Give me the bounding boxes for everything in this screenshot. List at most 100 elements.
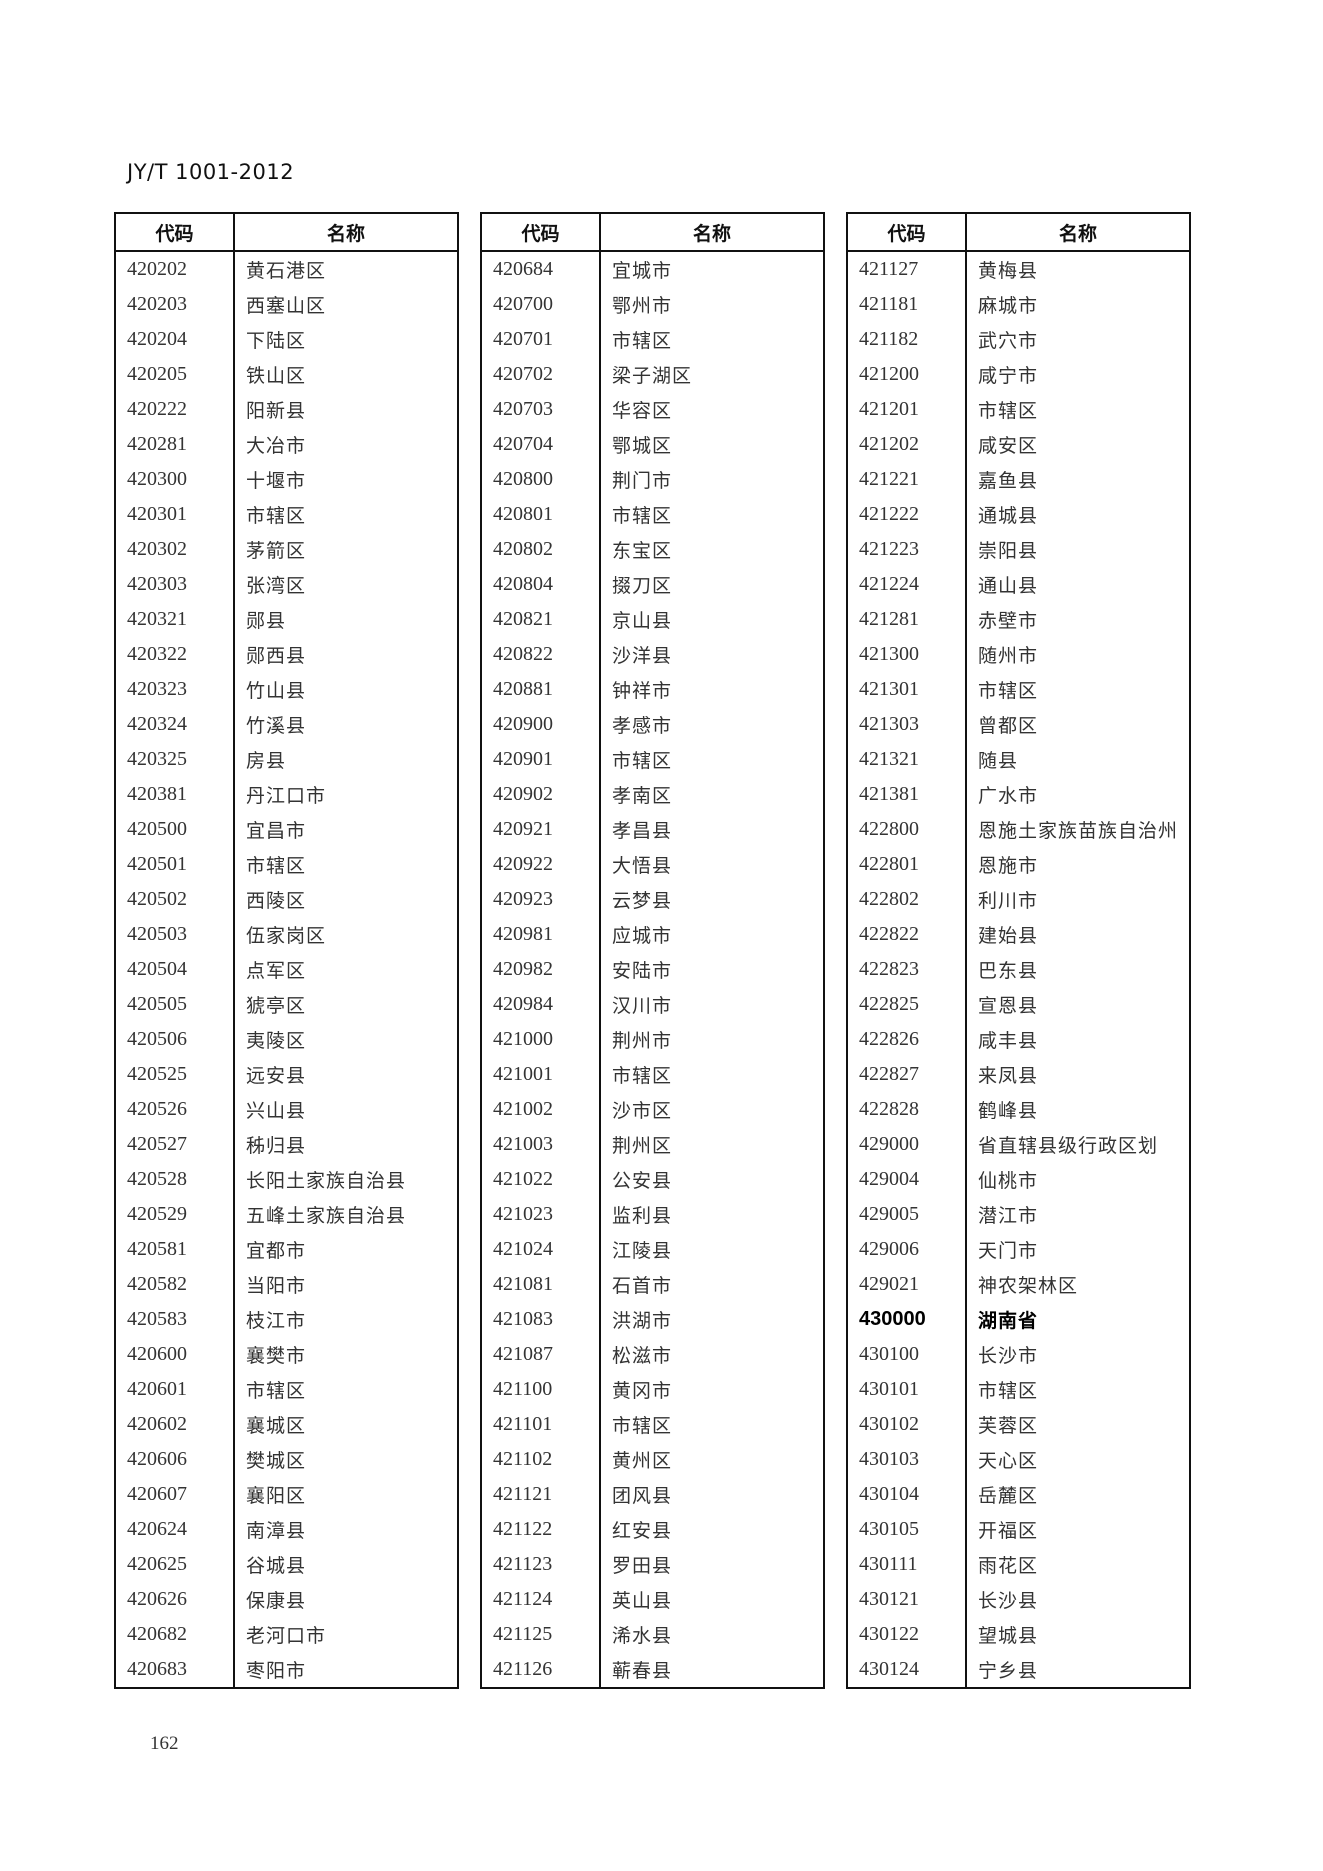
table-row: 421223 崇阳县 [848, 532, 1189, 567]
region-name: 石首市 [612, 1275, 673, 1297]
region-code: 430104 [848, 1477, 967, 1512]
table-row: 420802 东宝区 [482, 532, 823, 567]
region-name: 枝江市 [246, 1310, 307, 1332]
table-row: 420822 沙洋县 [482, 637, 823, 672]
region-name: 秭归县 [246, 1135, 307, 1157]
region-name: 老河口市 [246, 1625, 327, 1647]
region-name: 市辖区 [612, 1415, 673, 1437]
table-row: 430100 长沙市 [848, 1337, 1189, 1372]
region-code: 420581 [116, 1232, 235, 1267]
table-row: 421081 石首市 [482, 1267, 823, 1302]
region-code: 421223 [848, 532, 967, 567]
region-code: 421221 [848, 462, 967, 497]
region-name: 团风县 [612, 1485, 673, 1507]
region-name: 湖南省 [978, 1310, 1039, 1332]
region-code: 420600 [116, 1337, 235, 1372]
region-name: 市辖区 [246, 1380, 307, 1402]
table-row: 421123 罗田县 [482, 1547, 823, 1582]
region-code: 420984 [482, 987, 601, 1022]
region-code: 421001 [482, 1057, 601, 1092]
table-row: 420821 京山县 [482, 602, 823, 637]
region-code: 420602 [116, 1407, 235, 1442]
region-code: 422822 [848, 917, 967, 952]
table-row: 430104 岳麓区 [848, 1477, 1189, 1512]
table-row: 420525 远安县 [116, 1057, 457, 1092]
region-code: 421081 [482, 1267, 601, 1302]
region-code: 421301 [848, 672, 967, 707]
table-row: 430000 湖南省 [848, 1302, 1189, 1337]
region-name: 襄阳区 [246, 1485, 307, 1507]
region-name: 建始县 [978, 925, 1039, 947]
region-code: 420601 [116, 1372, 235, 1407]
table-row: 421281 赤壁市 [848, 602, 1189, 637]
region-name: 兴山县 [246, 1100, 307, 1122]
region-name: 鹤峰县 [978, 1100, 1039, 1122]
region-code: 420922 [482, 847, 601, 882]
region-code: 420921 [482, 812, 601, 847]
region-name: 来凤县 [978, 1065, 1039, 1087]
region-name: 沙洋县 [612, 645, 673, 667]
region-name: 孝感市 [612, 715, 673, 737]
table-row: 420684 宜城市 [482, 251, 823, 287]
region-code: 420203 [116, 287, 235, 322]
region-code: 420583 [116, 1302, 235, 1337]
region-code: 429021 [848, 1267, 967, 1302]
table-row: 421101 市辖区 [482, 1407, 823, 1442]
region-code: 430124 [848, 1652, 967, 1687]
region-code: 421126 [482, 1652, 601, 1687]
region-name: 东宝区 [612, 540, 673, 562]
region-code: 430105 [848, 1512, 967, 1547]
region-code: 420525 [116, 1057, 235, 1092]
region-name: 市辖区 [246, 505, 307, 527]
region-name: 市辖区 [978, 400, 1039, 422]
region-name: 仙桃市 [978, 1170, 1039, 1192]
region-code: 421102 [482, 1442, 601, 1477]
table-row: 420529 五峰土家族自治县 [116, 1197, 457, 1232]
region-name: 鄂城区 [612, 435, 673, 457]
region-code: 420300 [116, 462, 235, 497]
region-code: 420526 [116, 1092, 235, 1127]
region-name: 市辖区 [612, 1065, 673, 1087]
region-code: 421000 [482, 1022, 601, 1057]
table-row: 421087 松滋市 [482, 1337, 823, 1372]
table-row: 420205 铁山区 [116, 357, 457, 392]
region-code: 420506 [116, 1022, 235, 1057]
region-name: 咸丰县 [978, 1030, 1039, 1052]
table-row: 429000 省直辖县级行政区划 [848, 1127, 1189, 1162]
region-name: 红安县 [612, 1520, 673, 1542]
region-code: 420222 [116, 392, 235, 427]
region-code: 420325 [116, 742, 235, 777]
region-code: 430100 [848, 1337, 967, 1372]
region-code: 421202 [848, 427, 967, 462]
region-code: 420981 [482, 917, 601, 952]
region-name: 宜昌市 [246, 820, 307, 842]
region-code: 420381 [116, 777, 235, 812]
region-code: 422802 [848, 882, 967, 917]
region-code: 420703 [482, 392, 601, 427]
region-code: 420527 [116, 1127, 235, 1162]
region-code: 421083 [482, 1302, 601, 1337]
region-code: 420704 [482, 427, 601, 462]
table-row: 421023 监利县 [482, 1197, 823, 1232]
region-name: 市辖区 [978, 1380, 1039, 1402]
table-row: 420602 襄城区 [116, 1407, 457, 1442]
region-name: 十堰市 [246, 470, 307, 492]
region-name: 黄梅县 [978, 260, 1039, 282]
region-code: 421024 [482, 1232, 601, 1267]
region-code: 420900 [482, 707, 601, 742]
region-code: 420700 [482, 287, 601, 322]
region-code: 421101 [482, 1407, 601, 1442]
region-code: 421281 [848, 602, 967, 637]
region-code: 421002 [482, 1092, 601, 1127]
region-name: 大冶市 [246, 435, 307, 457]
region-code: 420501 [116, 847, 235, 882]
table-row: 420626 保康县 [116, 1582, 457, 1617]
region-code: 421321 [848, 742, 967, 777]
region-name: 保康县 [246, 1590, 307, 1612]
page-number: 162 [150, 1733, 179, 1754]
region-code: 421023 [482, 1197, 601, 1232]
region-name: 当阳市 [246, 1275, 307, 1297]
region-name: 蕲春县 [612, 1660, 673, 1682]
region-name: 长阳土家族自治县 [246, 1170, 407, 1192]
table-row: 421102 黄州区 [482, 1442, 823, 1477]
